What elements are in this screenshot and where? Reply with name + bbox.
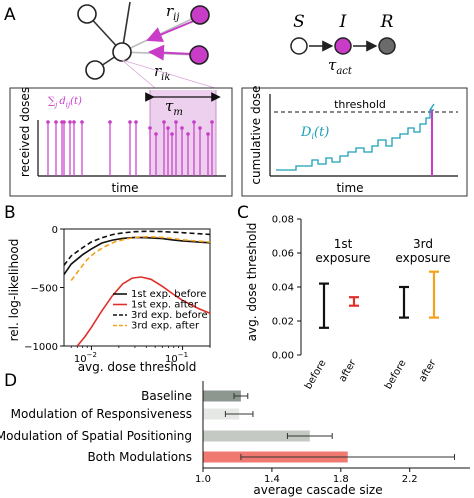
dose-stem-head	[108, 120, 112, 124]
network-node	[77, 4, 97, 24]
chart-d-xtick-label: 2.2	[402, 474, 418, 485]
dose-stem-head	[134, 120, 138, 124]
chart-c-group-title: exposure	[395, 251, 450, 265]
dose-stem-head	[148, 126, 152, 130]
distance-rij-label: rij	[166, 2, 179, 23]
chart-b-xtick-label: 10−1	[165, 351, 188, 365]
received-doses-panel: τm ∑j dij(t) received doses time	[9, 87, 233, 197]
chart-d-cascade-size: Baseline Modulation of Responsiveness Modu…	[0, 381, 470, 497]
chart-b-legend-label: 1st exp. before	[131, 289, 206, 300]
dose-stem-head	[68, 120, 72, 124]
chart-c-bar-label: before	[303, 358, 329, 391]
chart-d-xtick-label: 1.0	[195, 474, 211, 485]
cumulative-dose-panel: threshold Di(t) cumulative dose time	[241, 85, 468, 197]
threshold-label: threshold	[334, 98, 386, 111]
dose-stem-head	[192, 120, 196, 124]
chart-b-xtick-label: 10−2	[74, 351, 97, 365]
dose-stem-head	[210, 120, 214, 124]
sir-r-label: R	[380, 12, 394, 32]
chart-d-xtick-label: 1.8	[333, 474, 349, 485]
recovered-node	[378, 37, 396, 55]
chart-b-ytick-label: 0	[52, 225, 58, 236]
chart-d-xtick-label: 1.4	[264, 474, 280, 485]
dose-stem-head	[72, 120, 76, 124]
chart-c-bar-label: after	[417, 357, 439, 384]
dose-stem-head	[198, 126, 202, 130]
dose-stem-head	[180, 126, 184, 130]
focal-node	[112, 42, 132, 62]
chart-b-series-4	[70, 235, 211, 281]
infected-node	[334, 37, 352, 55]
dose-stem-head	[206, 132, 210, 136]
chart-c-ytick-label: 0.00	[272, 351, 294, 362]
chart-d-bar	[203, 390, 241, 402]
sum-dose-label: ∑j dij(t)	[48, 96, 82, 109]
chart-b-ylabel: rel. log-likelihood	[7, 239, 21, 342]
dose-stem-head	[170, 132, 174, 136]
infected-node-k	[189, 45, 209, 65]
chart-c-bar-label: before	[383, 358, 409, 391]
chart-d-xlabel: average cascade size	[253, 483, 382, 497]
cumulative-xlabel: time	[336, 181, 363, 195]
panel-letter-a: A	[4, 5, 16, 25]
chart-d-category-label: Both Modulations	[87, 450, 192, 464]
received-ylabel: received doses	[18, 87, 32, 177]
dose-stem-head	[166, 126, 170, 130]
cumulative-dose-label: Di(t)	[300, 125, 329, 141]
dose-stem-head	[162, 120, 166, 124]
dose-stem-head	[154, 132, 158, 136]
infected-node-j	[190, 5, 210, 25]
dose-stem-head	[54, 120, 58, 124]
chart-b-series-1	[63, 236, 211, 276]
chart-c-ytick-label: 0.08	[272, 215, 294, 226]
dose-stems	[46, 120, 214, 176]
sir-s-label: S	[293, 12, 305, 32]
sir-model: S I R τact	[290, 12, 396, 77]
tau-m-label: τm	[165, 97, 183, 118]
panel-letter-d: D	[4, 371, 17, 391]
chart-b-ytick-label: −1000	[24, 342, 58, 353]
chart-d-category-label: Modulation of Spatial Positioning	[0, 429, 192, 443]
chart-c-ytick-label: 0.04	[272, 283, 294, 294]
panel-letter-b: B	[4, 203, 16, 223]
dose-stem-head	[80, 120, 84, 124]
chart-b-legend-label: 1st exp. after	[131, 300, 199, 311]
chart-b-legend-label: 3rd exp. before	[131, 310, 208, 321]
chart-b-legend-label: 3rd exp. after	[131, 321, 200, 332]
chart-b-ytick-label: −500	[31, 284, 58, 295]
memory-window	[150, 90, 216, 176]
chart-c-ytick-label: 0.06	[272, 249, 294, 260]
dose-stem-head	[46, 120, 50, 124]
received-xlabel: time	[111, 181, 138, 195]
cumulative-ylabel: cumulative dose	[249, 85, 263, 184]
susceptible-node	[290, 37, 308, 55]
tau-act-label: τact	[328, 56, 353, 77]
dose-stem-head	[62, 120, 66, 124]
chart-d-bar	[203, 430, 310, 442]
contact-network: rij rik	[77, 1, 210, 83]
chart-d-bar	[203, 408, 240, 420]
chart-b-series-3	[63, 230, 211, 266]
dose-stem-head	[186, 132, 190, 136]
chart-c-ylabel: avg. dose threshold	[245, 223, 259, 342]
cumulative-dose-curve	[276, 109, 434, 171]
panel-letter-c: C	[237, 203, 249, 223]
chart-c-bar-label: after	[337, 357, 359, 384]
chart-b-series-2	[76, 276, 211, 347]
dose-stem-head	[128, 120, 132, 124]
network-node	[85, 60, 105, 80]
chart-b-xlabel: avg. dose threshold	[78, 360, 197, 374]
chart-c-group-title: 3rd	[413, 237, 433, 251]
chart-c-ytick-label: 0.02	[272, 317, 294, 328]
sir-i-label: I	[339, 12, 347, 32]
chart-d-category-label: Baseline	[141, 389, 192, 403]
dose-stem-head	[174, 120, 178, 124]
chart-c-group-title: 1st	[334, 237, 353, 251]
chart-b-log-likelihood: 0−500−1000 10−2 10−1 rel. log-likelihood …	[7, 225, 211, 374]
chart-d-category-label: Modulation of Responsiveness	[11, 407, 192, 421]
chart-c-group-title: exposure	[315, 251, 370, 265]
